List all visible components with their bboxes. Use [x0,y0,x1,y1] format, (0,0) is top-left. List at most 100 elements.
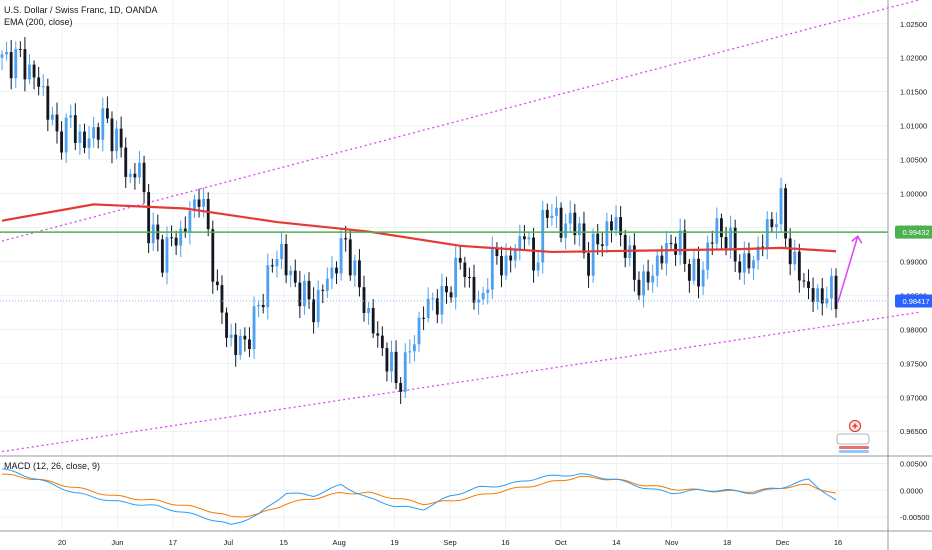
horizontal-level-tag-text: 0.99432 [902,228,929,237]
candle-bullish [486,289,490,293]
candle-bearish [248,339,251,350]
candle-bearish [270,265,274,267]
candle-bullish [408,351,412,353]
candle-bullish [477,299,480,303]
tradingview-badge-icon [836,420,870,453]
candle-bullish [188,211,192,233]
projection-arrow[interactable] [837,235,863,303]
projection-arrow-shaft[interactable] [837,236,859,303]
candle-bullish [115,128,118,152]
candle-bearish [445,286,448,293]
candle-bullish [426,298,430,319]
time-tick-label: 14 [612,538,620,547]
price-tick-label: 0.96500 [900,427,927,436]
candle-bearish [385,348,389,372]
candle-bearish [371,308,375,334]
candle-bearish [18,48,22,50]
candle-bullish [605,221,609,246]
candle-bearish [160,239,164,273]
candle-bullish [642,271,645,296]
time-tick-label: 20 [58,538,66,547]
price-tick-label: 1.00000 [900,190,927,199]
candle-bullish [655,255,659,276]
candle-bullish [165,237,169,273]
candle-bullish [490,247,494,290]
candle-bearish [197,199,201,207]
candle-bearish [23,49,27,80]
macd-tick-label: -0.00500 [900,513,930,522]
candle-bullish [825,298,829,304]
price-tick-label: 0.97000 [900,393,927,402]
candle-bearish [362,287,366,313]
candle-bullish [816,288,820,302]
price-tick-label: 0.97500 [900,359,927,368]
candle-bullish [257,304,261,307]
time-tick-label: Oct [555,538,568,547]
candle-bullish [28,64,31,80]
candle-bearish [522,236,526,240]
chart-title: U.S. Dollar / Swiss Franc, 1D, OANDA [4,5,158,15]
time-tick-label: 19 [390,538,398,547]
candle-bearish [582,223,586,254]
candle-bullish [252,306,256,350]
time-tick-label: 18 [723,538,731,547]
price-tick-label: 0.99000 [900,257,927,266]
price-tick-label: 1.01000 [900,122,927,131]
candle-bearish [669,243,673,245]
candle-bullish [339,238,343,274]
channel-lower-line[interactable] [1,311,919,453]
candle-bearish [802,280,806,282]
candle-bullish [752,260,755,269]
candle-bullish [564,223,568,238]
candle-bearish [170,237,173,239]
candle-bearish [298,282,302,307]
candle-bearish [225,312,228,338]
candle-bearish [724,237,728,249]
candle-bearish [807,281,810,289]
candle-bearish [147,192,151,244]
candle-bearish [46,86,50,120]
time-tick-label: Dec [776,538,790,547]
candle-bullish [330,267,334,279]
candle-bearish [211,229,215,282]
projection-arrow-head[interactable] [851,235,863,244]
candle-bearish [559,207,563,238]
candle-bearish [738,261,742,273]
candle-bullish [577,223,581,236]
candle-bearish [358,260,361,288]
candle-bearish [710,242,714,244]
candle-bearish [610,221,613,231]
candle-bearish [55,114,59,132]
macd-line [1,468,837,525]
candle-bearish [660,255,664,264]
price-tick-label: 1.01500 [900,88,927,97]
horizontal-lines[interactable] [0,231,888,302]
candle-bullish [353,260,357,276]
candle-bullish [591,233,595,276]
candle-bullish [779,188,783,225]
time-tick-label: 16 [834,538,842,547]
candle-bearish [619,217,623,235]
candle-bearish [733,227,737,262]
candle-bullish [202,199,206,207]
candle-bearish [183,228,187,233]
candle-bearish [32,64,36,78]
time-tick-label: Jul [223,538,233,547]
candle-bearish [797,251,801,281]
time-tick-label: Jun [111,538,123,547]
candle-bearish [9,52,13,79]
candle-bullish [92,127,96,139]
time-tick-label: 15 [280,538,288,547]
candle-bearish [467,276,471,278]
candle-bearish [683,230,687,264]
candle-bullish [527,237,531,240]
candle-bearish [284,243,288,276]
candle-bullish [367,308,371,313]
candle-bullish [715,218,719,244]
candle-bullish [440,286,444,315]
candle-bearish [545,209,549,218]
candle-bullish [390,351,393,372]
candle-bearish [399,383,403,392]
